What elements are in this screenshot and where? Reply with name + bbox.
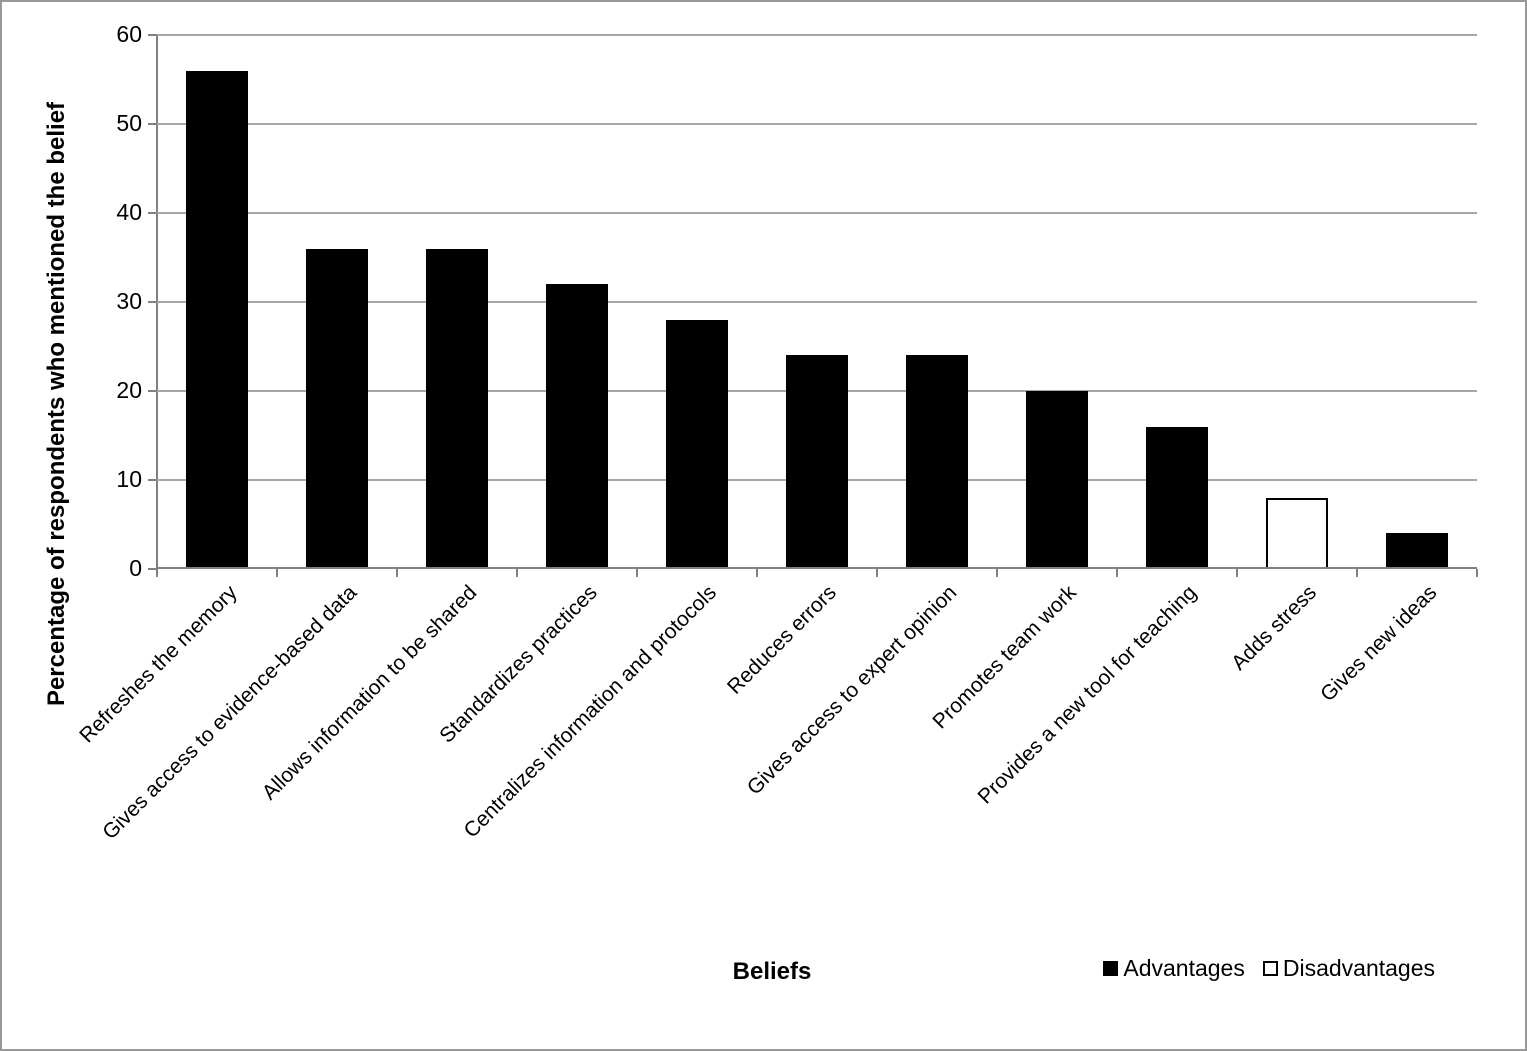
legend-item-advantages: Advantages xyxy=(1103,955,1245,982)
bar-allows-information-to-be-shared xyxy=(426,248,488,569)
y-tick-label-50: 50 xyxy=(116,110,142,136)
y-tick-10 xyxy=(148,479,157,481)
category-label-reduces-errors: Reduces errors xyxy=(723,581,842,699)
x-tick-2 xyxy=(396,569,398,577)
y-tick-label-30: 30 xyxy=(116,288,142,314)
y-tick-label-20: 20 xyxy=(116,377,142,403)
y-tick-label-10: 10 xyxy=(116,466,142,492)
category-label-centralizes-information-and-protocols: Centralizes information and protocols xyxy=(459,581,722,843)
category-label-gives-access-to-expert-opinion: Gives access to expert opinion xyxy=(742,581,962,800)
x-tick-4 xyxy=(636,569,638,577)
x-axis-title: Beliefs xyxy=(732,958,812,985)
bar-centralizes-information-and-protocols xyxy=(666,319,728,569)
x-tick-6 xyxy=(876,569,878,577)
legend: Advantages Disadvantages xyxy=(1103,955,1435,982)
legend-swatch-disadvantages xyxy=(1262,961,1278,976)
x-tick-5 xyxy=(756,569,758,577)
category-label-provides-a-new-tool-for-teaching: Provides a new tool for teaching xyxy=(973,581,1202,809)
legend-item-disadvantages: Disadvantages xyxy=(1262,955,1435,982)
gridline-y-40 xyxy=(157,212,1477,214)
x-tick-10 xyxy=(1356,569,1358,577)
legend-swatch-advantages xyxy=(1103,961,1119,976)
x-tick-7 xyxy=(996,569,998,577)
y-tick-40 xyxy=(148,212,157,214)
y-tick-50 xyxy=(148,123,157,125)
y-tick-20 xyxy=(148,390,157,392)
x-tick-9 xyxy=(1236,569,1238,577)
x-tick-0 xyxy=(156,569,158,577)
category-label-gives-new-ideas: Gives new ideas xyxy=(1316,581,1442,707)
bar-standardizes-practices xyxy=(546,284,608,569)
category-label-adds-stress: Adds stress xyxy=(1227,581,1322,675)
y-tick-0 xyxy=(148,568,157,570)
bar-gives-access-to-evidence-based-data xyxy=(306,248,368,569)
bar-refreshes-the-memory xyxy=(186,70,248,569)
x-tick-3 xyxy=(516,569,518,577)
y-tick-label-60: 60 xyxy=(116,21,142,47)
y-axis-line xyxy=(156,35,158,571)
gridline-y-30 xyxy=(157,301,1477,303)
y-tick-60 xyxy=(148,34,157,36)
bar-adds-stress xyxy=(1266,497,1328,569)
bar-gives-access-to-expert-opinion xyxy=(906,355,968,569)
y-tick-30 xyxy=(148,301,157,303)
x-tick-8 xyxy=(1116,569,1118,577)
bar-provides-a-new-tool-for-teaching xyxy=(1146,426,1208,569)
legend-label-advantages: Advantages xyxy=(1123,955,1245,981)
x-tick-1 xyxy=(276,569,278,577)
x-axis-line xyxy=(157,567,1477,569)
category-label-allows-information-to-be-shared: Allows information to be shared xyxy=(257,581,482,805)
bar-gives-new-ideas xyxy=(1386,533,1448,569)
x-tick-11 xyxy=(1476,569,1478,577)
y-tick-label-40: 40 xyxy=(116,199,142,225)
gridline-y-50 xyxy=(157,123,1477,125)
bar-reduces-errors xyxy=(786,355,848,569)
y-tick-label-0: 0 xyxy=(129,555,142,581)
plot-area xyxy=(157,34,1477,569)
bar-promotes-team-work xyxy=(1026,391,1088,569)
y-axis-title: Percentage of respondents who mentioned … xyxy=(43,101,70,707)
gridline-y-60 xyxy=(157,34,1477,36)
category-label-gives-access-to-evidence-based-data: Gives access to evidence-based data xyxy=(98,581,362,845)
legend-label-disadvantages: Disadvantages xyxy=(1282,955,1435,981)
